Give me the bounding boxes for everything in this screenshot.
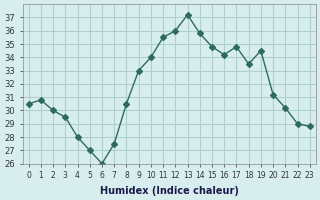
X-axis label: Humidex (Indice chaleur): Humidex (Indice chaleur): [100, 186, 239, 196]
